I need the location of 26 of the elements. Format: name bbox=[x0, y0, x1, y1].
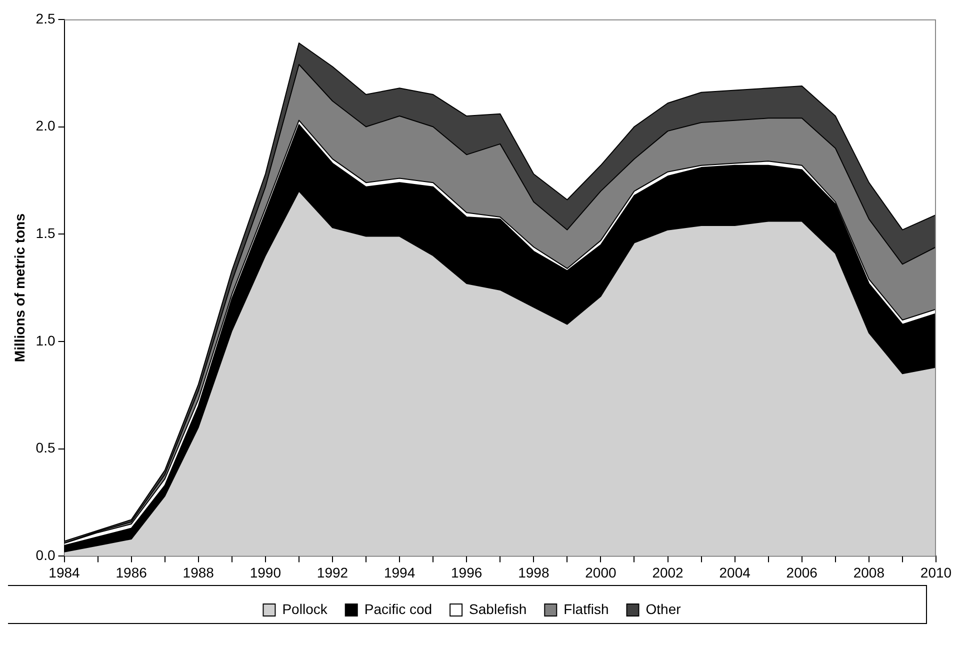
legend-label: Pollock bbox=[282, 600, 328, 617]
x-tick-label: 2006 bbox=[786, 564, 818, 580]
legend-label: Flatfish bbox=[564, 600, 609, 617]
x-tick-label: 2008 bbox=[853, 564, 885, 580]
legend-label: Pacific cod bbox=[364, 600, 432, 617]
legend-label: Other bbox=[646, 600, 682, 617]
x-tick-label: 1994 bbox=[384, 564, 416, 580]
y-tick-label: 1.0 bbox=[36, 332, 56, 348]
legend-label: Sablefish bbox=[469, 600, 527, 617]
x-tick-label: 1988 bbox=[182, 564, 214, 580]
x-tick-label: 2010 bbox=[920, 564, 952, 580]
y-tick-label: 2.5 bbox=[36, 10, 56, 26]
x-tick-label: 2002 bbox=[652, 564, 684, 580]
x-tick-label: 2004 bbox=[719, 564, 751, 580]
x-tick-label: 2000 bbox=[585, 564, 616, 580]
x-tick-label: 1996 bbox=[451, 564, 482, 580]
x-tick-label: 1998 bbox=[518, 564, 550, 580]
y-tick-label: 2.0 bbox=[36, 118, 56, 134]
x-tick-label: 1990 bbox=[250, 564, 282, 580]
y-tick-label: 1.5 bbox=[36, 224, 56, 241]
y-axis-title: Millions of metric tons bbox=[11, 213, 28, 362]
y-tick-label: 0.0 bbox=[36, 547, 56, 564]
y-tick-label: 0.5 bbox=[36, 440, 56, 456]
x-tick-label: 1986 bbox=[116, 564, 148, 580]
x-tick-label: 1984 bbox=[48, 564, 80, 580]
x-tick-label: 1992 bbox=[316, 564, 348, 580]
